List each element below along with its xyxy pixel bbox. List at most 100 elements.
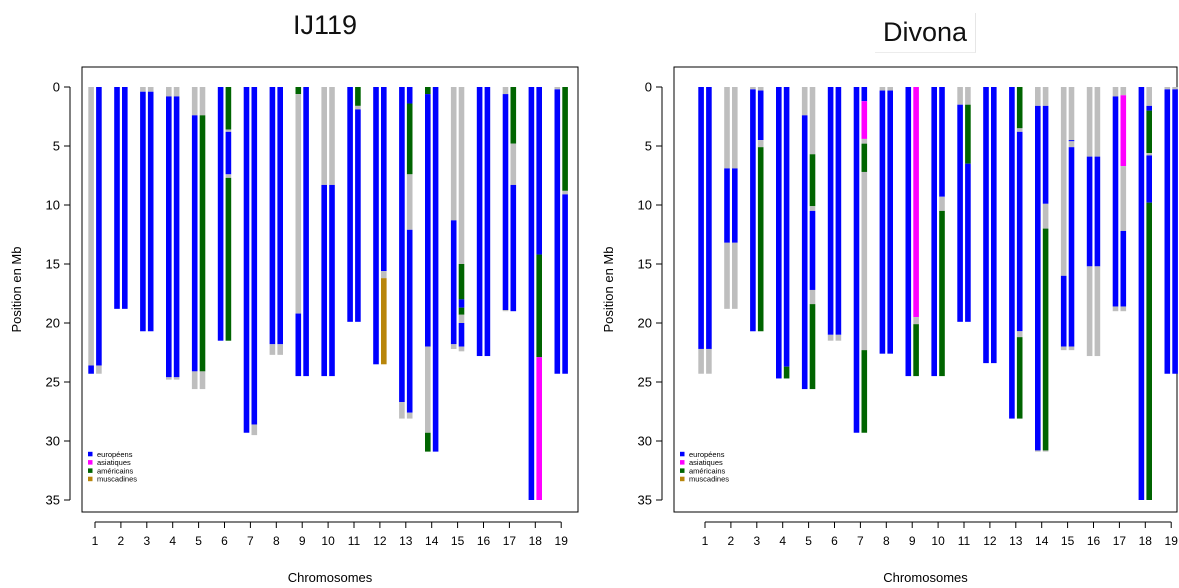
- y-tick-label: 35: [46, 493, 60, 508]
- chromosome-segment: [827, 87, 834, 335]
- chromosome-segment: [225, 87, 232, 130]
- chromosome-segment: [1164, 87, 1171, 90]
- legend-swatch: [88, 460, 93, 465]
- chromosome-segment: [1146, 110, 1152, 154]
- chromosome-segment: [554, 87, 561, 90]
- chromosome-segment: [750, 89, 756, 332]
- chromosome-segment: [835, 334, 842, 341]
- chromosome-segment: [510, 143, 517, 185]
- chromosome-segment: [355, 105, 361, 110]
- chromosome-segment: [965, 163, 971, 322]
- chromosome-segment: [861, 101, 868, 139]
- chromosome-segment: [432, 87, 439, 452]
- chromosome-segment: [809, 304, 816, 390]
- chromosome-segment: [861, 350, 868, 433]
- chromosome-segment: [381, 278, 387, 365]
- chromosome-segment: [406, 229, 413, 413]
- chromosome-segment: [1042, 105, 1049, 204]
- chromosome-segment: [191, 371, 198, 390]
- chromosome-segment: [406, 103, 413, 175]
- chromosome-segment: [399, 402, 405, 419]
- y-tick-label: 0: [645, 80, 652, 95]
- chromosome-segment: [502, 310, 509, 312]
- chromosome-segment: [329, 184, 335, 377]
- chromosome-segment: [724, 242, 730, 309]
- chromosome-segment: [225, 177, 232, 341]
- x-tick-label: 1: [702, 534, 709, 548]
- x-tick-label: 18: [529, 534, 543, 548]
- chromosome-segment: [1042, 228, 1049, 451]
- chromosome-segment: [861, 87, 868, 102]
- chromosome-segment: [114, 87, 120, 309]
- chromosome-segment: [425, 346, 431, 433]
- chromosome-segment: [147, 87, 154, 92]
- chromosome-segment: [1060, 87, 1067, 276]
- chromosome-segment: [458, 346, 465, 352]
- chromosome-segment: [913, 87, 919, 318]
- chromosome-segment: [502, 94, 509, 311]
- chromosome-segment: [879, 90, 886, 354]
- chromosome-segment: [295, 87, 302, 95]
- x-tick-label: 6: [221, 534, 228, 548]
- plot-frame: [81, 66, 579, 513]
- legend-swatch: [680, 468, 685, 473]
- chromosome-segment: [1120, 87, 1127, 96]
- y-tick-label: 5: [645, 139, 652, 154]
- x-tick-label: 2: [728, 534, 735, 548]
- y-tick-label: 10: [638, 198, 652, 213]
- x-tick-label: 12: [373, 534, 387, 548]
- chromosome-segment: [809, 210, 816, 290]
- chromosome-segment: [303, 87, 309, 377]
- chromosome-segment: [757, 90, 764, 141]
- chromosome-segment: [321, 184, 327, 377]
- chromosome-segment: [199, 87, 206, 116]
- chromosome-segment: [173, 87, 180, 97]
- chromosome-segment: [562, 194, 568, 374]
- legend-label: asiatiques: [689, 458, 723, 467]
- y-tick-label: 0: [53, 80, 60, 95]
- chromosome-segment: [1146, 87, 1152, 106]
- y-tick-label: 15: [46, 257, 60, 272]
- chromosome-segment: [554, 89, 561, 374]
- chromosome-segment: [166, 377, 172, 380]
- x-tick-label: 11: [348, 534, 361, 548]
- chromosome-segment: [450, 87, 457, 221]
- chromosome-segment: [373, 87, 379, 365]
- chromosome-segment: [1146, 202, 1152, 500]
- chromosome-segment: [347, 87, 353, 322]
- x-tick-label: 13: [399, 534, 413, 548]
- chromosome-segment: [1120, 306, 1127, 312]
- chromosome-segment: [269, 344, 276, 355]
- chromosome-segment: [510, 87, 517, 144]
- chromosome-segment: [1094, 156, 1101, 267]
- chromosome-segment: [199, 115, 206, 372]
- chromosome-segment: [1120, 95, 1127, 167]
- chromosome-segment: [147, 91, 154, 332]
- y-tick-label: 20: [46, 316, 60, 331]
- chromosome-segment: [502, 87, 509, 95]
- x-tick-label: 15: [1061, 534, 1075, 548]
- x-tick-label: 14: [425, 534, 439, 548]
- x-tick-label: 5: [805, 534, 812, 548]
- chromosome-segment: [939, 210, 945, 377]
- chromosome-segment: [381, 271, 387, 279]
- y-tick-label: 15: [638, 257, 652, 272]
- chromosome-segment: [1094, 87, 1101, 157]
- legend-label: américains: [689, 466, 726, 475]
- chromosome-segment: [295, 94, 302, 314]
- chromosome-segment: [1086, 87, 1093, 157]
- chromosome-segment: [801, 87, 808, 116]
- x-tick-label: 2: [118, 534, 125, 548]
- chromosome-segment: [1094, 266, 1101, 357]
- chromosome-segment: [732, 242, 738, 309]
- chromosome-segment: [225, 174, 232, 178]
- x-tick-label: 10: [931, 534, 945, 548]
- x-tick-label: 16: [477, 534, 491, 548]
- legend-label: muscadines: [97, 475, 137, 484]
- y-tick-label: 35: [638, 493, 652, 508]
- chromosome-segment: [166, 96, 172, 378]
- chromosome-segment: [1068, 141, 1075, 148]
- chromosome-segment: [191, 115, 198, 372]
- chromosome-segment: [191, 87, 198, 116]
- chromosome-segment: [809, 206, 816, 211]
